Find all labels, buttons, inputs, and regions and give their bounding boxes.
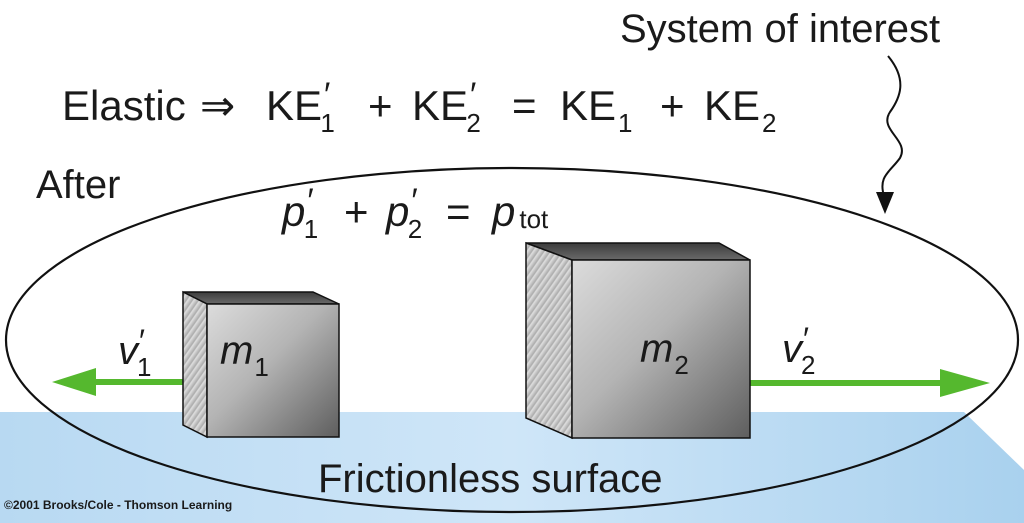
after-label: After <box>36 163 120 207</box>
mass-2-label: m2 <box>640 327 689 380</box>
frictionless-surface-label: Frictionless surface <box>318 457 663 501</box>
cube-m1 <box>182 290 340 439</box>
ke-prime-1: KE′ 1 <box>266 76 335 138</box>
ke-plus-2: + <box>660 82 685 129</box>
system-of-interest-label: System of interest <box>620 7 940 51</box>
velocity-1-label: v′ 1 <box>118 323 151 382</box>
ke-plus-1: + <box>368 82 393 129</box>
cube-m2-side <box>525 241 573 440</box>
implies-arrow: ⇒ <box>200 82 235 129</box>
velocity-2-arrowhead <box>940 369 990 397</box>
ke-2: KE2 <box>704 82 777 138</box>
mass-1-label: m1 <box>220 329 269 382</box>
cube-m1-side <box>182 290 208 439</box>
momentum-equation: p′ 1 + p′ 2 = p tot <box>280 182 549 244</box>
ke-1: KE1 <box>560 82 633 138</box>
system-pointer-arrow <box>881 55 903 197</box>
system-pointer-arrowhead <box>876 192 894 214</box>
velocity-2-label: v′ 2 <box>782 321 815 380</box>
cube-m1-front <box>206 303 340 438</box>
elastic-equation: Elastic ⇒ KE′ 1 + KE′ 2 = KE1 + KE2 <box>62 76 777 138</box>
momentum-plus: + <box>344 188 369 235</box>
p-prime-1: p′ 1 <box>280 182 318 244</box>
velocity-1-arrowhead <box>52 368 96 396</box>
frictionless-surface-plane <box>0 412 1024 523</box>
ke-prime-2: KE′ 2 <box>412 76 481 138</box>
p-tot: p tot <box>490 188 549 235</box>
cube-m2 <box>525 241 751 440</box>
elastic-word: Elastic <box>62 82 186 129</box>
cube-m1-top <box>182 291 340 305</box>
system-boundary-ellipse <box>4 166 1020 514</box>
svg-text:Elastic: Elastic <box>62 82 186 129</box>
cube-m2-front <box>571 259 751 439</box>
momentum-equals: = <box>446 188 471 235</box>
copyright-credit: ©2001 Brooks/Cole - Thomson Learning <box>4 498 233 512</box>
ke-equals: = <box>512 82 537 129</box>
p-prime-2: p′ 2 <box>384 182 422 244</box>
